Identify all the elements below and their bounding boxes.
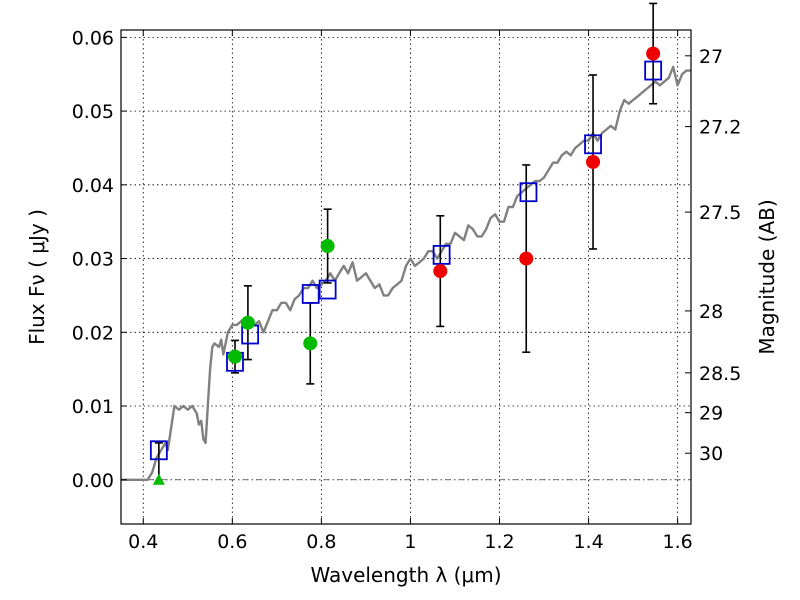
- green-point: [240, 315, 255, 330]
- y-tick-label: 0.02: [72, 322, 114, 344]
- x-tick-label: 0.4: [128, 531, 158, 553]
- y-tick-label: 0.01: [72, 396, 114, 418]
- mag-tick-label: 29: [699, 403, 723, 425]
- x-tick-label: 0.8: [306, 531, 336, 553]
- red-point: [586, 154, 601, 169]
- mag-tick-label: 27: [699, 46, 723, 68]
- mag-tick-label: 28: [699, 301, 723, 323]
- plot-frame: [120, 29, 692, 525]
- model-square: [301, 284, 320, 304]
- sed-curve: [121, 65, 691, 481]
- green-point: [303, 336, 318, 351]
- mag-tick-label: 27.2: [699, 117, 741, 139]
- y-axis-label: Flux Fν ( μJy ): [25, 209, 49, 345]
- model-square: [519, 182, 538, 203]
- model-square: [318, 279, 337, 300]
- model-squares: [149, 60, 663, 461]
- x-tick-label: 1: [404, 531, 416, 553]
- model-square: [644, 60, 663, 81]
- x-tick-label: 0.6: [217, 531, 247, 553]
- y-tick-label: 0.06: [72, 27, 114, 49]
- model-square: [432, 244, 451, 265]
- x-axis-label: Wavelength λ (μm): [310, 563, 501, 587]
- green-point: [320, 239, 335, 254]
- sed-line: [121, 65, 691, 481]
- model-square: [584, 134, 602, 155]
- red-point: [433, 264, 448, 279]
- mag-tick-label: 27.5: [699, 202, 741, 224]
- axis-ticks: 0.4 0.6 0.8 1 1.2 1.4 1.6 0.00 0.01 0.02 0.03 0.04 0…: [72, 27, 742, 553]
- red-point: [646, 46, 661, 61]
- y-tick-label: 0.03: [72, 249, 114, 271]
- x-tick-label: 1.4: [573, 531, 603, 553]
- error-bars: [154, 2, 658, 480]
- mag-tick-label: 28.5: [699, 363, 741, 385]
- y-tick-label: 0.05: [72, 101, 114, 123]
- model-square: [149, 440, 168, 461]
- red-point: [519, 251, 534, 266]
- y-tick-label: 0.00: [72, 470, 114, 492]
- green-triangle: [152, 473, 165, 485]
- mag-tick-label: 30: [699, 443, 723, 465]
- grid: [121, 30, 691, 524]
- x-tick-label: 1.6: [663, 531, 693, 553]
- observed-points: [152, 46, 661, 485]
- x-tick-label: 1.2: [484, 531, 514, 553]
- green-point: [228, 349, 242, 364]
- right-y-axis-label: Magnitude (AB): [755, 199, 779, 354]
- y-tick-label: 0.04: [72, 175, 114, 197]
